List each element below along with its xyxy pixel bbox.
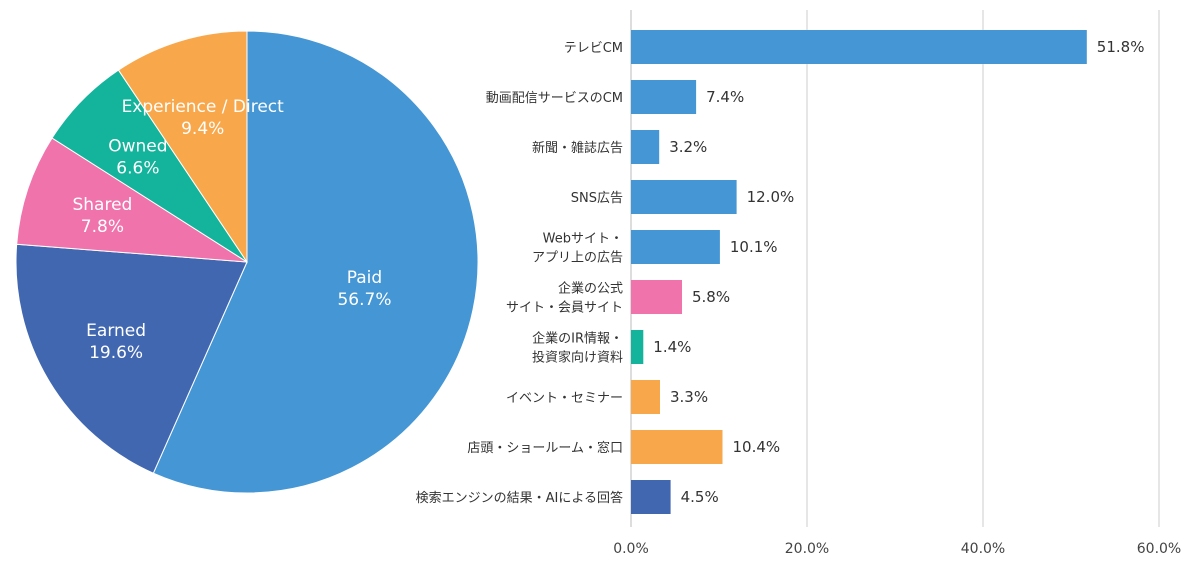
- pie-label-owned: Owned: [108, 137, 167, 157]
- category-label: イベント・セミナー: [506, 391, 623, 406]
- pie-label-paid: Paid: [347, 268, 382, 288]
- pie-value-earned: 19.6%: [89, 343, 143, 363]
- bar: [631, 430, 723, 464]
- bar: [631, 280, 682, 314]
- pie-label-experience: Experience / Direct: [122, 97, 285, 117]
- category-label: Webサイト・: [543, 232, 623, 247]
- category-label: 企業のIR情報・: [532, 331, 623, 347]
- category-label: SNS広告: [571, 191, 623, 206]
- bar-value-label: 12.0%: [747, 188, 795, 206]
- category-label: テレビCM: [564, 41, 623, 56]
- pie-label-shared: Shared: [72, 195, 132, 215]
- bar-value-label: 3.3%: [670, 388, 708, 406]
- bar-value-label: 5.8%: [692, 288, 730, 306]
- bar: [631, 130, 660, 164]
- x-tick-label: 0.0%: [613, 541, 649, 557]
- bar-value-label: 10.1%: [730, 238, 778, 256]
- pie-value-owned: 6.6%: [116, 159, 159, 179]
- category-label: 動画配信サービスのCM: [486, 91, 623, 106]
- pie-slice-experience: [117, 30, 248, 264]
- pie-label-earned: Earned: [86, 321, 146, 341]
- bar-value-label: 3.2%: [669, 138, 707, 156]
- bar-value-label: 4.5%: [681, 488, 719, 506]
- bar: [631, 30, 1087, 64]
- bar: [631, 80, 697, 114]
- bar: [631, 230, 720, 264]
- pie-value-shared: 7.8%: [81, 217, 124, 237]
- x-tick-label: 40.0%: [961, 541, 1005, 557]
- bar-value-label: 1.4%: [653, 338, 691, 356]
- category-label: アプリ上の広告: [532, 251, 623, 266]
- category-label: 企業の公式: [558, 281, 623, 297]
- bar: [631, 480, 671, 514]
- pie-slice-paid: [152, 30, 479, 494]
- category-label: サイト・会員サイト: [506, 301, 623, 316]
- category-label: 店頭・ショールーム・窓口: [467, 440, 623, 456]
- bar-value-label: 51.8%: [1097, 38, 1145, 56]
- pie-slice-shared: [16, 137, 248, 263]
- bar: [631, 180, 737, 214]
- bar: [631, 380, 660, 414]
- bar-value-label: 7.4%: [706, 88, 744, 106]
- bar: [631, 330, 644, 364]
- bar-value-label: 10.4%: [733, 438, 781, 456]
- category-label: 投資家向け資料: [532, 350, 623, 366]
- category-label: 新聞・雑誌広告: [532, 140, 623, 156]
- pie-value-paid: 56.7%: [337, 290, 391, 310]
- x-tick-label: 20.0%: [785, 541, 829, 557]
- pie-value-experience: 9.4%: [181, 119, 224, 139]
- pie-slice-earned: [15, 243, 248, 474]
- x-tick-label: 60.0%: [1137, 541, 1181, 557]
